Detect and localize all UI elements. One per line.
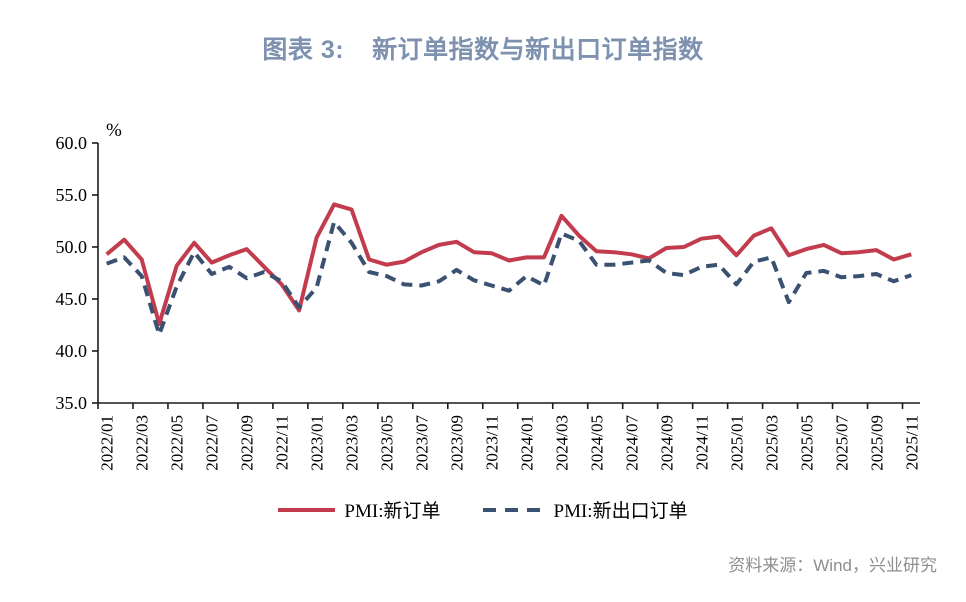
y-axis-tick-label: 45.0 xyxy=(56,289,88,309)
chart-legend: PMI:新订单 PMI:新出口订单 xyxy=(0,496,966,523)
x-axis-tick-label: 2022/03 xyxy=(133,415,152,471)
y-axis-tick-label: 60.0 xyxy=(56,133,88,153)
x-axis-tick-label: 2022/07 xyxy=(203,415,222,471)
solid-line-swatch-icon xyxy=(278,507,336,512)
chart-title: 图表 3: 新订单指数与新出口订单指数 xyxy=(0,30,966,66)
legend-item-new-orders: PMI:新订单 xyxy=(278,496,441,523)
legend-label-new-orders: PMI:新订单 xyxy=(344,501,441,522)
x-axis-tick-label: 2022/01 xyxy=(98,415,117,471)
x-axis-tick-label: 2024/03 xyxy=(552,415,571,471)
x-axis-tick-label: 2024/07 xyxy=(622,415,641,471)
x-axis-tick-label: 2024/11 xyxy=(692,415,711,470)
series-line-new-orders xyxy=(105,202,912,326)
x-axis-tick-label: 2024/05 xyxy=(587,415,606,471)
series-line-new-export-orders xyxy=(106,220,912,337)
x-axis-tick-label: 2025/01 xyxy=(727,415,746,471)
x-axis-tick-label: 2024/09 xyxy=(657,415,676,471)
chart-title-text: 新订单指数与新出口订单指数 xyxy=(372,36,704,64)
x-axis-tick-label: 2022/05 xyxy=(168,415,187,471)
x-axis-tick-label: 2025/05 xyxy=(797,415,816,471)
x-axis-tick-label: 2023/09 xyxy=(448,415,467,471)
y-axis-tick-label: 50.0 xyxy=(56,237,88,257)
legend-item-new-export-orders: PMI:新出口订单 xyxy=(482,496,688,523)
data-source-note: 资料来源：Wind，兴业研究 xyxy=(728,556,937,575)
chart-title-number: 图表 3: xyxy=(262,36,345,64)
dashed-line-swatch-icon xyxy=(482,507,545,512)
x-axis-tick-label: 2023/07 xyxy=(413,415,432,471)
y-axis-unit-label: % xyxy=(106,120,122,141)
x-axis-tick-label: 2023/01 xyxy=(308,415,327,471)
x-axis-tick-label: 2023/03 xyxy=(343,415,362,471)
y-axis-tick-label: 35.0 xyxy=(56,393,88,413)
x-axis-tick-label: 2025/07 xyxy=(832,415,851,471)
y-axis-tick-label: 55.0 xyxy=(56,185,88,205)
x-axis-tick-label: 2024/01 xyxy=(517,415,536,471)
legend-label-new-export-orders: PMI:新出口订单 xyxy=(553,501,688,522)
x-axis-tick-label: 2025/11 xyxy=(902,415,921,470)
x-axis-tick-label: 2023/11 xyxy=(483,415,502,470)
x-axis-tick-label: 2025/09 xyxy=(867,415,886,471)
y-axis-tick-label: 40.0 xyxy=(56,341,88,361)
x-axis-tick-label: 2022/11 xyxy=(273,415,292,470)
x-axis-tick-label: 2025/03 xyxy=(762,415,781,471)
x-axis-tick-label: 2022/09 xyxy=(238,415,257,471)
x-axis-tick-label: 2023/05 xyxy=(378,415,397,471)
